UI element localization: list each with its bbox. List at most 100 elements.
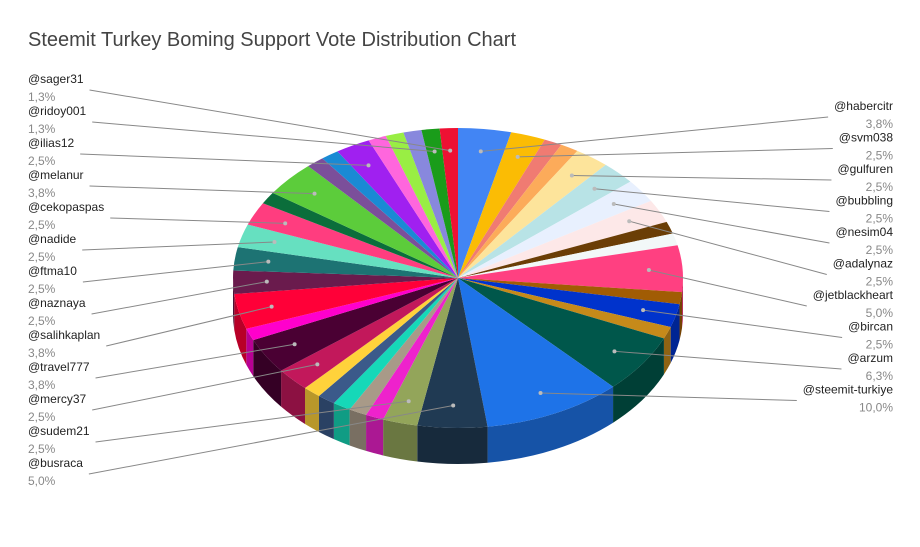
slice-label: @sager31 xyxy=(28,72,84,86)
leader-dot xyxy=(272,240,277,245)
leader-line xyxy=(517,148,833,158)
slice-label: @mercy37 xyxy=(28,392,87,406)
slice-side xyxy=(333,403,350,446)
slice-label: @salihkaplan xyxy=(28,328,100,342)
slice xyxy=(337,140,458,278)
leader-line xyxy=(106,306,272,347)
leader-line xyxy=(643,309,843,338)
slice xyxy=(246,278,458,341)
slice xyxy=(247,203,458,278)
slice xyxy=(383,278,458,426)
slice xyxy=(458,245,684,293)
slice xyxy=(458,278,683,305)
leader-line xyxy=(480,116,829,152)
slice-value-label: 3,8% xyxy=(28,378,56,392)
slice xyxy=(366,278,458,420)
slice xyxy=(368,135,458,278)
slice-side xyxy=(318,395,334,440)
slice-label: @habercitr xyxy=(834,99,893,113)
slice-label: @gulfuren xyxy=(837,162,893,176)
slice-side xyxy=(253,340,282,407)
slice xyxy=(458,144,578,278)
slice-value-label: 2,5% xyxy=(866,275,894,289)
slice-value-label: 2,5% xyxy=(866,338,894,352)
slice xyxy=(234,278,458,329)
leader-dot xyxy=(627,219,632,224)
slice-side xyxy=(663,327,671,375)
slice xyxy=(458,278,671,339)
slice-label: @bubbling xyxy=(835,194,893,208)
leader-line xyxy=(89,185,315,195)
slice-value-label: 5,0% xyxy=(866,306,894,320)
slice-label: @arzum xyxy=(847,351,893,365)
leader-line xyxy=(82,261,269,283)
slice xyxy=(458,164,631,278)
leader-dot xyxy=(292,342,297,347)
leader-dot xyxy=(515,154,520,159)
slice-side xyxy=(233,278,235,330)
slice xyxy=(333,278,458,410)
slice-side xyxy=(305,387,319,432)
leader-line xyxy=(82,241,275,251)
slice-label: @nadide xyxy=(28,232,77,246)
slice-label: @cekopaspas xyxy=(28,200,104,214)
slice xyxy=(281,278,458,388)
slice xyxy=(458,278,664,387)
slice-value-label: 2,5% xyxy=(28,410,56,424)
leader-dot xyxy=(641,308,646,313)
leader-line xyxy=(594,188,830,212)
slice xyxy=(421,128,458,278)
slice-label: @ftma10 xyxy=(28,264,77,278)
leader-dot xyxy=(269,304,274,309)
slice-label: @naznaya xyxy=(28,296,86,310)
slice xyxy=(385,132,458,278)
leader-line xyxy=(89,89,451,152)
leader-dot xyxy=(538,391,543,396)
slice xyxy=(458,128,512,278)
slice-value-label: 2,5% xyxy=(866,212,894,226)
slice-label: @steemit-turkiye xyxy=(803,383,894,397)
slice-side xyxy=(349,409,367,451)
slice xyxy=(305,278,458,396)
leader-line xyxy=(88,404,454,475)
slice xyxy=(318,278,458,404)
slice-side xyxy=(383,419,418,462)
leader-dot xyxy=(612,349,617,354)
leader-dot xyxy=(312,191,317,196)
slice-side xyxy=(487,386,614,463)
slice-label: @travel777 xyxy=(28,360,90,374)
slice-value-label: 1,3% xyxy=(28,90,56,104)
slice-label: @busraca xyxy=(28,456,83,470)
slice xyxy=(439,128,458,278)
slice-value-label: 2,5% xyxy=(866,243,894,257)
leader-line xyxy=(110,217,286,224)
slice-label: @jetblackheart xyxy=(813,288,894,302)
slice-value-label: 2,5% xyxy=(28,314,56,328)
leader-line xyxy=(92,121,435,152)
slice xyxy=(417,278,488,428)
slice-side xyxy=(246,328,254,377)
slice xyxy=(458,233,678,278)
slice-side xyxy=(281,370,306,424)
slice xyxy=(272,166,458,278)
slice-side xyxy=(679,292,683,341)
leader-dot xyxy=(448,148,453,153)
leader-dot xyxy=(646,267,651,272)
slice xyxy=(458,139,562,278)
slice-value-label: 1,3% xyxy=(28,122,56,136)
slice-value-label: 2,5% xyxy=(28,442,56,456)
slice-label: @svm038 xyxy=(839,131,894,145)
slice-label: @ilias12 xyxy=(28,136,75,150)
slice-label: @nesim04 xyxy=(835,225,893,239)
slice-side xyxy=(670,304,680,364)
slice-side xyxy=(417,425,488,465)
slice-label: @ridoy001 xyxy=(28,104,87,118)
slice-side xyxy=(613,338,664,423)
slice xyxy=(458,200,667,278)
slice-value-label: 2,5% xyxy=(28,154,56,168)
slice xyxy=(233,270,458,294)
leader-dot xyxy=(283,221,288,226)
leader-line xyxy=(92,363,318,411)
leader-dot xyxy=(406,399,411,404)
leader-dot xyxy=(266,259,271,264)
